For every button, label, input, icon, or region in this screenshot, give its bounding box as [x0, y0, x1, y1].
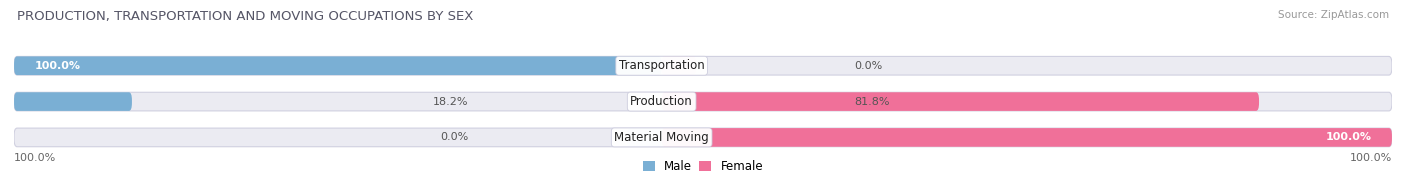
Text: Material Moving: Material Moving — [614, 131, 709, 144]
Text: 81.8%: 81.8% — [855, 97, 890, 107]
Text: 100.0%: 100.0% — [35, 61, 80, 71]
Text: 100.0%: 100.0% — [1350, 153, 1392, 163]
FancyBboxPatch shape — [14, 56, 1392, 75]
FancyBboxPatch shape — [627, 128, 662, 147]
Text: Source: ZipAtlas.com: Source: ZipAtlas.com — [1278, 10, 1389, 20]
Text: 100.0%: 100.0% — [14, 153, 56, 163]
FancyBboxPatch shape — [14, 128, 1392, 147]
Text: PRODUCTION, TRANSPORTATION AND MOVING OCCUPATIONS BY SEX: PRODUCTION, TRANSPORTATION AND MOVING OC… — [17, 10, 474, 23]
FancyBboxPatch shape — [662, 128, 1392, 147]
FancyBboxPatch shape — [14, 56, 662, 75]
Text: Production: Production — [630, 95, 693, 108]
FancyBboxPatch shape — [14, 92, 1392, 111]
FancyBboxPatch shape — [662, 56, 696, 75]
Text: Transportation: Transportation — [619, 59, 704, 72]
Text: 100.0%: 100.0% — [1326, 132, 1371, 142]
FancyBboxPatch shape — [14, 92, 132, 111]
Text: 18.2%: 18.2% — [433, 97, 468, 107]
Text: 0.0%: 0.0% — [855, 61, 883, 71]
FancyBboxPatch shape — [662, 92, 1258, 111]
Text: 0.0%: 0.0% — [440, 132, 468, 142]
Legend: Male, Female: Male, Female — [638, 155, 768, 177]
